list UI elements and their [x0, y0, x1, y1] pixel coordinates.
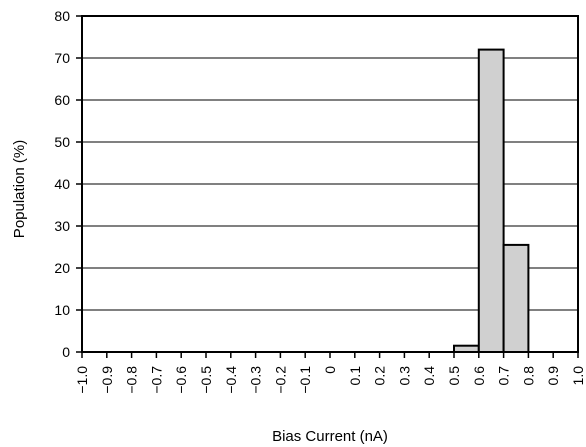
y-tick-label: 30 — [54, 218, 70, 234]
y-axis-label: Population (%) — [11, 140, 28, 238]
x-tick-label: 1.0 — [570, 366, 586, 386]
x-tick-label: −0.3 — [248, 366, 264, 394]
y-tick-label: 80 — [54, 8, 70, 24]
grid-lines — [82, 57, 578, 311]
x-tick-label: 0.9 — [545, 366, 561, 386]
x-tick-label: −1.0 — [74, 366, 90, 394]
histogram-bar — [502, 243, 530, 353]
x-tick-label: 0.8 — [520, 366, 536, 386]
histogram-bar — [477, 48, 505, 353]
x-tick-label: 0.7 — [496, 366, 512, 386]
y-tick-label: 70 — [54, 50, 70, 66]
y-tick-label: 0 — [62, 344, 70, 360]
x-tick-label: −0.7 — [148, 366, 164, 394]
bars — [453, 48, 530, 354]
y-tick-label: 10 — [54, 302, 70, 318]
x-tick-label: 0 — [322, 366, 338, 374]
y-tick-label: 50 — [54, 134, 70, 150]
x-tick-label: −0.8 — [124, 366, 140, 394]
y-tick-label: 40 — [54, 176, 70, 192]
x-tick-labels: −1.0 −0.9 −0.8 −0.7 −0.6 −0.5 −0.4 −0.3 −0.2 −0.1… — [74, 366, 586, 394]
tick-marks — [76, 15, 579, 358]
x-tick-label: 0.3 — [396, 366, 412, 386]
x-tick-label: −0.2 — [272, 366, 288, 394]
x-tick-label: −0.4 — [223, 366, 239, 394]
x-tick-label: 0.4 — [421, 366, 437, 386]
x-tick-label: −0.1 — [297, 366, 313, 394]
y-tick-labels: 0 10 20 30 40 50 60 70 80 — [54, 8, 70, 360]
x-tick-label: −0.6 — [173, 366, 189, 394]
y-tick-label: 20 — [54, 260, 70, 276]
x-tick-label: 0.5 — [446, 366, 462, 386]
x-axis-label: Bias Current (nA) — [272, 428, 388, 445]
x-tick-label: 0.6 — [471, 366, 487, 386]
x-tick-label: −0.9 — [99, 366, 115, 394]
x-tick-label: −0.5 — [198, 366, 214, 394]
y-tick-label: 60 — [54, 92, 70, 108]
x-tick-label: 0.2 — [372, 366, 388, 386]
x-tick-label: 0.1 — [347, 366, 363, 386]
